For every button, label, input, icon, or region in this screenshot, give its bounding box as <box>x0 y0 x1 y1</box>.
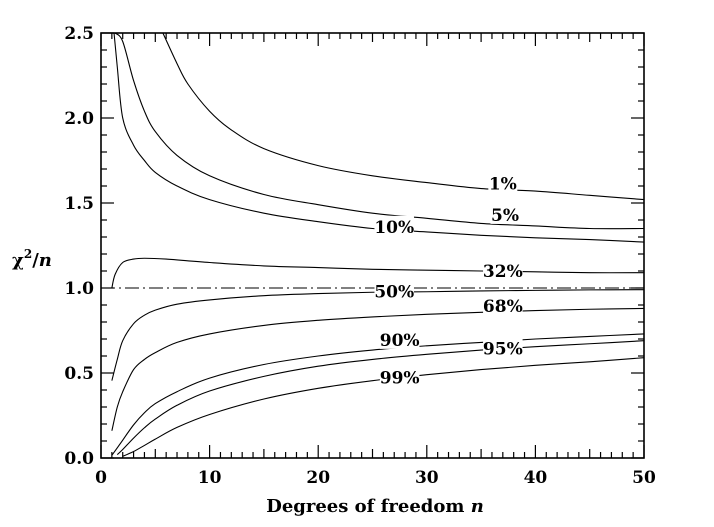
curve-1pct <box>162 33 644 201</box>
plot-frame <box>100 32 645 459</box>
tick-labels-layer: 0 10 20 30 40 50 0.0 0.5 1.0 1.5 2.0 2.5 <box>64 24 656 488</box>
y-tick-label: 2.0 <box>64 109 94 129</box>
curve-label-1pct: 1% <box>489 174 517 194</box>
x-tick-label: 30 <box>415 468 439 488</box>
curve-labels-layer: 1% 5% 10% 32% 50% 68% 90% 95% 99% <box>374 172 523 388</box>
curve-label-50pct: 50% <box>374 282 414 302</box>
y-axis-title: χ2/n <box>12 247 52 271</box>
curve-68pct <box>111 307 644 431</box>
curve-label-bg-32pct <box>483 260 523 280</box>
curve-label-68pct: 68% <box>483 297 523 317</box>
curve-label-bg-99pct <box>379 366 420 387</box>
curve-label-bg-5pct <box>490 203 520 224</box>
x-tick-label: 10 <box>198 468 222 488</box>
curve-10pct <box>113 33 644 243</box>
curve-label-bg-10pct <box>374 215 414 236</box>
y-tick-label: 1.0 <box>64 279 94 299</box>
curve-90pct <box>111 333 644 456</box>
curve-99pct <box>122 357 644 457</box>
y-tick-label: 1.5 <box>64 194 94 214</box>
curve-label-90pct: 90% <box>380 331 420 351</box>
ticks-layer <box>100 32 645 459</box>
curves-layer <box>111 33 644 457</box>
curve-label-32pct: 32% <box>483 262 523 282</box>
curve-label-95pct: 95% <box>483 339 523 359</box>
curve-label-bg-90pct <box>379 328 420 349</box>
curve-95pct <box>116 340 644 456</box>
curve-5pct <box>114 33 644 230</box>
x-tick-label: 0 <box>95 468 107 488</box>
y-tick-label: 0.0 <box>64 449 94 469</box>
y-tick-label: 0.5 <box>64 364 94 384</box>
x-tick-label: 50 <box>632 468 656 488</box>
x-tick-label: 40 <box>524 468 548 488</box>
curve-label-10pct: 10% <box>374 218 414 238</box>
curve-label-bg-95pct <box>483 337 523 358</box>
x-axis-title: Degrees of freedom n <box>266 496 484 517</box>
curve-label-bg-1pct <box>488 172 518 193</box>
curve-label-99pct: 99% <box>380 368 420 388</box>
curve-50pct <box>111 289 644 381</box>
y-tick-label: 2.5 <box>64 24 94 44</box>
x-tick-label: 20 <box>306 468 330 488</box>
curve-label-bg-68pct <box>483 294 523 315</box>
curve-label-bg-50pct <box>374 280 414 301</box>
curve-label-5pct: 5% <box>491 206 519 226</box>
